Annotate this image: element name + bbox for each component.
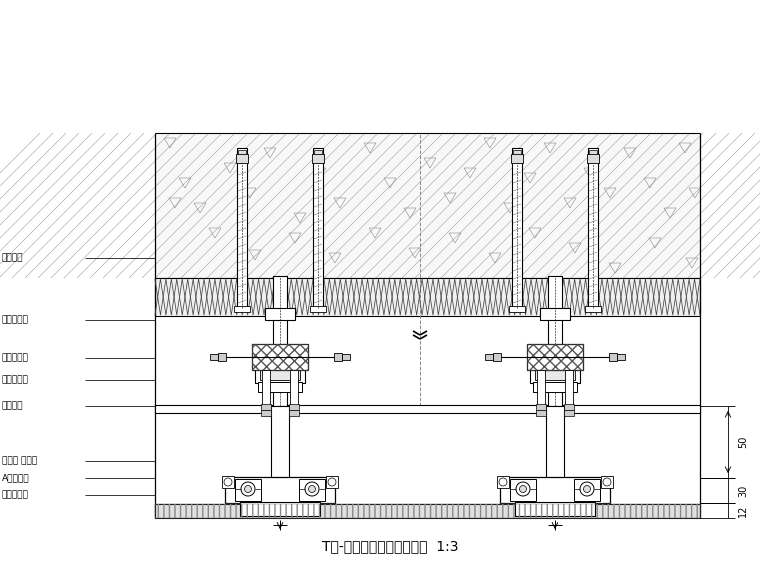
Bar [500, 477, 610, 503]
Bar [515, 502, 595, 516]
Bar [587, 154, 599, 163]
Bar [546, 406, 564, 478]
Bar [262, 370, 270, 406]
Circle shape [499, 478, 507, 486]
Bar [588, 148, 598, 310]
Circle shape [245, 486, 252, 492]
Bar [342, 354, 350, 360]
Text: 50: 50 [738, 436, 748, 448]
Bar [155, 504, 700, 518]
Bar [540, 308, 570, 320]
Circle shape [224, 478, 232, 486]
Text: 保温岩棉板: 保温岩棉板 [2, 315, 29, 324]
Bar [238, 150, 246, 154]
Circle shape [305, 482, 319, 496]
Bar [601, 476, 613, 488]
Bar [617, 354, 625, 360]
Bar [537, 370, 545, 406]
Bar [527, 344, 583, 370]
Bar [334, 353, 342, 361]
Bar [564, 404, 574, 410]
Bar [493, 353, 501, 361]
Bar [240, 502, 320, 516]
Text: 不锈钢 塑垫件: 不锈钢 塑垫件 [2, 457, 37, 466]
Text: 陶瓷薄板板: 陶瓷薄板板 [2, 491, 29, 499]
Bar [533, 382, 577, 392]
Bar [313, 148, 323, 310]
Bar [510, 479, 536, 501]
Bar [512, 148, 522, 310]
Bar [312, 154, 324, 163]
Bar [155, 133, 700, 278]
Text: 龙骨锚栓: 龙骨锚栓 [2, 253, 24, 262]
Bar [234, 306, 250, 312]
Bar [237, 148, 247, 310]
Bar [273, 276, 287, 406]
Text: 幕墙竖龙骨: 幕墙竖龙骨 [2, 375, 29, 385]
Bar [548, 276, 562, 406]
Circle shape [603, 478, 611, 486]
Bar [589, 150, 597, 154]
Bar [530, 365, 580, 383]
Bar [155, 405, 700, 413]
Bar [310, 306, 326, 312]
Text: 镀锌钢角码: 镀锌钢角码 [2, 353, 29, 362]
Bar [271, 406, 289, 478]
Bar [225, 477, 335, 503]
Bar [261, 404, 271, 410]
Bar [565, 370, 573, 406]
Text: 连接角码: 连接角码 [2, 402, 24, 411]
Bar [289, 404, 299, 410]
Circle shape [241, 482, 255, 496]
Bar [574, 479, 600, 501]
Text: T型-陶瓷板干挂横剖节点图  1:3: T型-陶瓷板干挂横剖节点图 1:3 [321, 539, 458, 553]
Bar [513, 150, 521, 154]
Bar [289, 410, 299, 416]
Circle shape [516, 482, 530, 496]
Bar [299, 479, 325, 501]
Bar [585, 306, 601, 312]
Bar [235, 479, 261, 501]
Text: A型锁固件: A型锁固件 [2, 474, 30, 482]
Bar [252, 344, 308, 370]
Bar [497, 476, 509, 488]
Text: 12: 12 [738, 504, 748, 517]
Bar [314, 150, 322, 154]
Bar [485, 354, 493, 360]
Circle shape [580, 482, 594, 496]
Bar [210, 354, 218, 360]
Bar [252, 344, 308, 370]
Bar [255, 365, 305, 383]
Circle shape [309, 486, 315, 492]
Bar [155, 504, 700, 518]
Bar [536, 404, 546, 410]
Circle shape [328, 478, 336, 486]
Bar [609, 353, 617, 361]
Bar [222, 476, 234, 488]
Bar [509, 306, 525, 312]
Bar [326, 476, 338, 488]
Circle shape [584, 486, 591, 492]
Bar [535, 368, 575, 380]
Bar [236, 154, 248, 163]
Bar [258, 382, 302, 392]
Bar [527, 344, 583, 370]
Text: 30: 30 [738, 485, 748, 496]
Bar [218, 353, 226, 361]
Bar [261, 410, 271, 416]
Bar [564, 410, 574, 416]
Bar [260, 368, 300, 380]
Bar [155, 278, 700, 316]
Bar [511, 154, 523, 163]
Bar [265, 308, 295, 320]
Bar [290, 370, 298, 406]
Bar [536, 410, 546, 416]
Circle shape [520, 486, 527, 492]
